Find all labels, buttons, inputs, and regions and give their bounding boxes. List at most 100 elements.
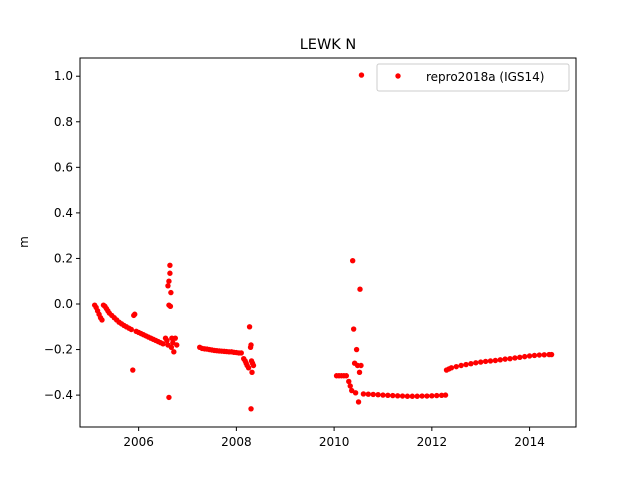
axes-frame [79,57,577,428]
data-point [394,393,401,399]
data-point [497,357,503,363]
y-axis-ticks: −0.4 −0.2 0.0 0.2 0.4 0.6 0.8 1.0 [44,69,80,402]
legend-label: repro2018a (IGS14) [426,70,544,84]
y-axis-label: m [17,236,31,248]
data-point [349,258,356,264]
data-point [448,365,455,371]
data-point [380,392,386,398]
data-point [512,355,518,361]
data-point [128,326,135,333]
chart-title: LEWK N [300,37,357,53]
data-point [365,391,372,397]
data-point [168,344,175,350]
data-point [409,393,415,399]
data-point [438,392,445,399]
data-point [170,340,176,346]
data-point [541,352,547,358]
data-point [165,283,171,289]
data-point [482,358,489,365]
data-point [419,393,425,399]
data-point [517,354,523,360]
x-tick-label: 2010 [319,435,350,449]
data-point [245,365,252,371]
data-point [468,360,474,367]
data-point [166,394,172,401]
data-point [548,351,555,358]
data-point [434,392,440,399]
data-point [99,317,105,323]
data-point [385,392,391,399]
data-point [370,391,376,398]
data-point [404,393,411,399]
data-point [502,356,508,362]
x-tick-label: 2014 [514,435,545,449]
data-point [442,392,449,398]
y-tick-label: 0.0 [54,297,73,311]
data-point [357,286,363,292]
data-point [390,392,396,399]
data-point [356,369,363,376]
data-point [429,393,435,399]
data-point [375,391,381,398]
data-point [492,357,499,364]
data-point [172,335,178,341]
x-tick-label: 2012 [417,435,448,449]
data-point [160,341,166,347]
y-tick-label: −0.2 [44,343,73,357]
x-tick-label: 2006 [123,435,154,449]
y-tick-label: 0.8 [54,115,73,129]
data-point [352,390,359,396]
legend-box [376,63,570,92]
data-point [167,270,173,276]
x-tick-label: 2008 [221,435,252,449]
data-point [358,362,364,369]
y-tick-label: 0.4 [54,206,73,220]
data-point [478,359,484,365]
data-point [424,393,430,399]
data-point [531,352,538,359]
data-point [536,352,543,358]
plot-area [80,58,576,427]
data-point [521,353,528,360]
data-point [453,363,459,370]
data-point [399,393,406,399]
data-point [248,342,254,348]
data-point [343,373,350,379]
data-point [355,399,362,405]
data-point [249,369,255,376]
data-point [458,362,464,369]
data-point [164,337,170,344]
data-point [353,346,360,353]
data-point [246,324,253,330]
data-point [349,387,355,394]
data-point [171,349,177,355]
data-point [248,406,254,412]
data-point [167,303,174,309]
data-point [473,360,479,366]
data-point [487,358,494,364]
data-point [250,362,257,369]
legend-marker [395,73,401,79]
data-point [132,311,138,317]
data-point [507,355,513,362]
data-point [168,289,174,296]
axes [79,57,577,428]
data-point [347,383,353,389]
data-point [358,72,365,78]
data-point [463,361,469,368]
y-tick-label: 1.0 [54,69,73,83]
y-tick-label: 0.6 [54,160,73,174]
y-tick-label: 0.2 [54,251,73,265]
data-point [360,391,367,397]
y-tick-label: −0.4 [44,388,73,402]
data-point [174,342,180,348]
data-point [167,262,173,268]
data-point [350,326,357,332]
legend: repro2018a (IGS14) [376,63,570,92]
data-point [526,353,533,359]
x-axis-ticks: 2006 2008 2010 2012 2014 [123,427,545,449]
data-point [130,367,136,373]
plot-background [80,58,576,427]
data-point [346,378,352,385]
